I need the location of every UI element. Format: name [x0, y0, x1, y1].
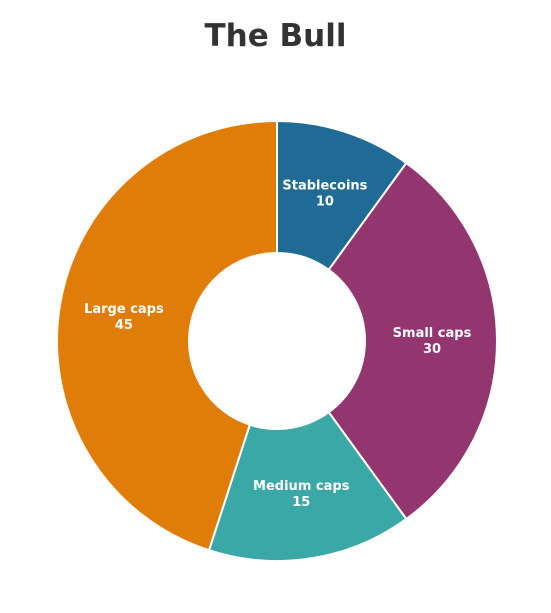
slice-label-large-caps: Large caps	[84, 302, 164, 317]
slice-value-medium-caps: 15	[292, 495, 310, 510]
slice-label-small-caps: Small caps	[393, 326, 472, 341]
slice-small-caps[interactable]	[327, 161, 499, 521]
chart-title: The Bull	[204, 18, 347, 54]
slice-value-stablecoins: 10	[316, 195, 334, 210]
slice-label-medium-caps: Medium caps	[253, 479, 350, 494]
slice-large-caps[interactable]	[56, 119, 278, 552]
slice-medium-caps[interactable]	[207, 410, 408, 562]
donut-slices	[56, 119, 499, 562]
slice-value-large-caps: 45	[115, 318, 133, 333]
slice-label-stablecoins: Stablecoins	[282, 179, 367, 194]
slice-value-small-caps: 30	[423, 342, 441, 357]
